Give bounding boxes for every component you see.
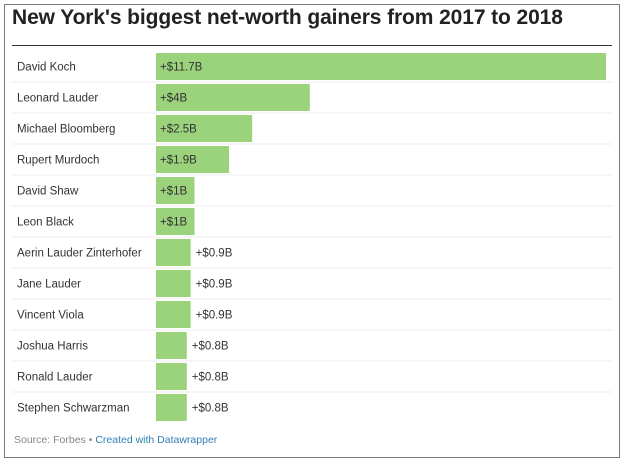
category-label-leon-black: Leon Black [17, 217, 74, 229]
value-label-ronald-lauder: +$0.8B [192, 372, 229, 384]
value-label-david-shaw: +$1B [160, 186, 188, 198]
category-label-david-koch: David Koch [17, 62, 76, 74]
category-label-leonard-lauder: Leonard Lauder [17, 93, 98, 105]
value-label-leonard-lauder: +$4B [160, 93, 188, 105]
value-label-rupert-murdoch: +$1.9B [160, 155, 197, 167]
value-label-joshua-harris: +$0.8B [192, 341, 229, 353]
category-label-aerin-lauder-zinterhofer: Aerin Lauder Zinterhofer [17, 248, 142, 260]
bar-aerin-lauder-zinterhofer [156, 239, 191, 266]
footer-separator: • [85, 434, 96, 446]
title-divider [12, 45, 612, 46]
category-label-joshua-harris: Joshua Harris [17, 341, 88, 353]
category-label-ronald-lauder: Ronald Lauder [17, 372, 93, 384]
value-label-david-koch: +$11.7B [160, 62, 203, 74]
value-label-jane-lauder: +$0.9B [196, 279, 233, 291]
bar-leonard-lauder [156, 84, 310, 111]
value-label-vincent-viola: +$0.9B [196, 310, 233, 322]
source-note: Source: Forbes [14, 434, 86, 446]
chart-title: New York's biggest net-worth gainers fro… [12, 6, 563, 29]
category-label-jane-lauder: Jane Lauder [17, 279, 81, 291]
bar-leon-black [156, 208, 195, 235]
bar-jane-lauder [156, 270, 191, 297]
category-label-vincent-viola: Vincent Viola [17, 310, 84, 322]
bar-rupert-murdoch [156, 146, 230, 173]
value-label-aerin-lauder-zinterhofer: +$0.9B [196, 248, 233, 260]
category-label-david-shaw: David Shaw [17, 186, 79, 198]
bar-david-koch [156, 53, 606, 80]
chart-footer: Source: Forbes • Created with Datawrappe… [14, 434, 217, 446]
bar-david-shaw [156, 177, 195, 204]
category-label-rupert-murdoch: Rupert Murdoch [17, 155, 99, 167]
bar-vincent-viola [156, 301, 191, 328]
value-label-leon-black: +$1B [160, 217, 188, 229]
bar-ronald-lauder [156, 363, 187, 390]
datawrapper-credit-link[interactable]: Created with Datawrapper [95, 434, 218, 446]
value-label-michael-bloomberg: +$2.5B [160, 124, 197, 136]
bar-michael-bloomberg [156, 115, 253, 142]
category-label-michael-bloomberg: Michael Bloomberg [17, 124, 115, 136]
bar-joshua-harris [156, 332, 187, 359]
bar-stephen-schwarzman [156, 394, 187, 421]
value-label-stephen-schwarzman: +$0.8B [192, 403, 229, 415]
category-label-stephen-schwarzman: Stephen Schwarzman [17, 403, 130, 415]
